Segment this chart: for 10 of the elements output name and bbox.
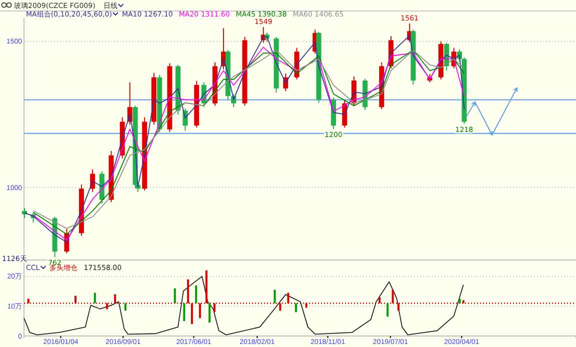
bar xyxy=(208,303,211,323)
bar xyxy=(195,285,198,304)
bar xyxy=(274,290,276,304)
bar xyxy=(294,303,297,312)
bar xyxy=(124,303,126,311)
bar xyxy=(183,303,186,322)
bar xyxy=(94,292,96,304)
bar xyxy=(386,303,389,317)
line-series xyxy=(24,276,464,336)
bar xyxy=(174,288,176,304)
